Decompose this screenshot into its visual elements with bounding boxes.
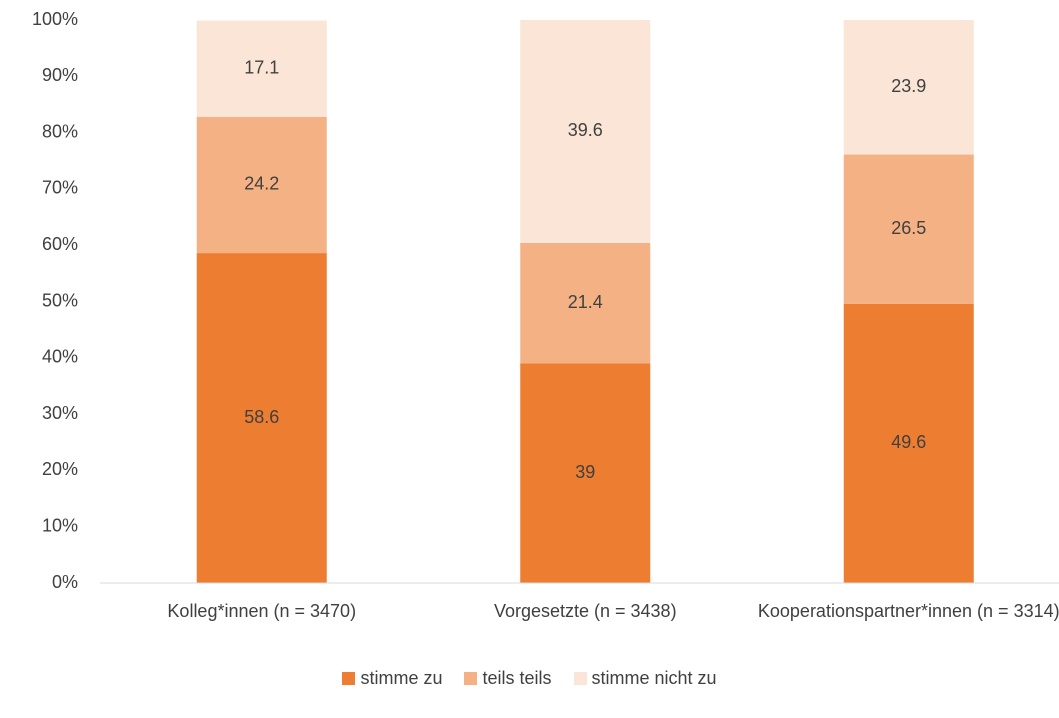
bar-segment (843, 154, 974, 304)
y-tick-label: 30% (42, 403, 78, 423)
data-label: 58.6 (244, 407, 279, 427)
x-tick-label: Vorgesetzte (n = 3438) (493, 601, 677, 621)
data-label: 24.2 (244, 174, 279, 194)
legend-swatch (342, 672, 356, 685)
legend-swatch (573, 672, 587, 685)
x-tick-label: Kooperationspartner*innen (n = 3314) (757, 601, 1059, 621)
y-tick-label: 70% (42, 178, 78, 198)
y-tick-label: 20% (42, 459, 78, 479)
legend-label: teils teils (482, 668, 552, 688)
y-tick-label: 10% (42, 515, 78, 535)
y-tick-label: 0% (52, 572, 78, 592)
bar-segment (520, 20, 651, 243)
bar-segment (520, 242, 651, 364)
legend-item: stimme zu (342, 668, 442, 689)
data-label: 17.1 (244, 57, 279, 77)
legend-label: stimme nicht zu (591, 668, 717, 688)
y-tick-label: 60% (42, 234, 78, 254)
data-label: 23.9 (891, 76, 926, 96)
bar-segment (196, 20, 327, 117)
y-tick-label: 80% (42, 121, 78, 141)
bar-segment (843, 303, 974, 583)
data-label: 39.6 (568, 120, 603, 140)
legend-item: teils teils (464, 668, 552, 689)
x-tick-label: Kolleg*innen (n = 3470) (167, 601, 357, 621)
bar-segment (196, 116, 327, 254)
legend-label: stimme zu (360, 668, 443, 688)
data-label: 49.6 (891, 432, 926, 452)
data-label: 21.4 (568, 292, 603, 312)
legend-swatch (464, 672, 478, 685)
legend: stimme zu teils teils stimme nicht zu (0, 668, 1059, 689)
y-tick-label: 90% (42, 65, 78, 85)
bar-segment (520, 363, 651, 583)
bar-segment (196, 253, 327, 583)
y-tick-label: 100% (32, 9, 78, 29)
data-label: 39 (575, 462, 595, 482)
data-label: 26.5 (891, 218, 926, 238)
legend-item: stimme nicht zu (573, 668, 717, 689)
y-tick-label: 50% (42, 290, 78, 310)
y-tick-label: 40% (42, 347, 78, 367)
bar-segment (843, 20, 974, 155)
